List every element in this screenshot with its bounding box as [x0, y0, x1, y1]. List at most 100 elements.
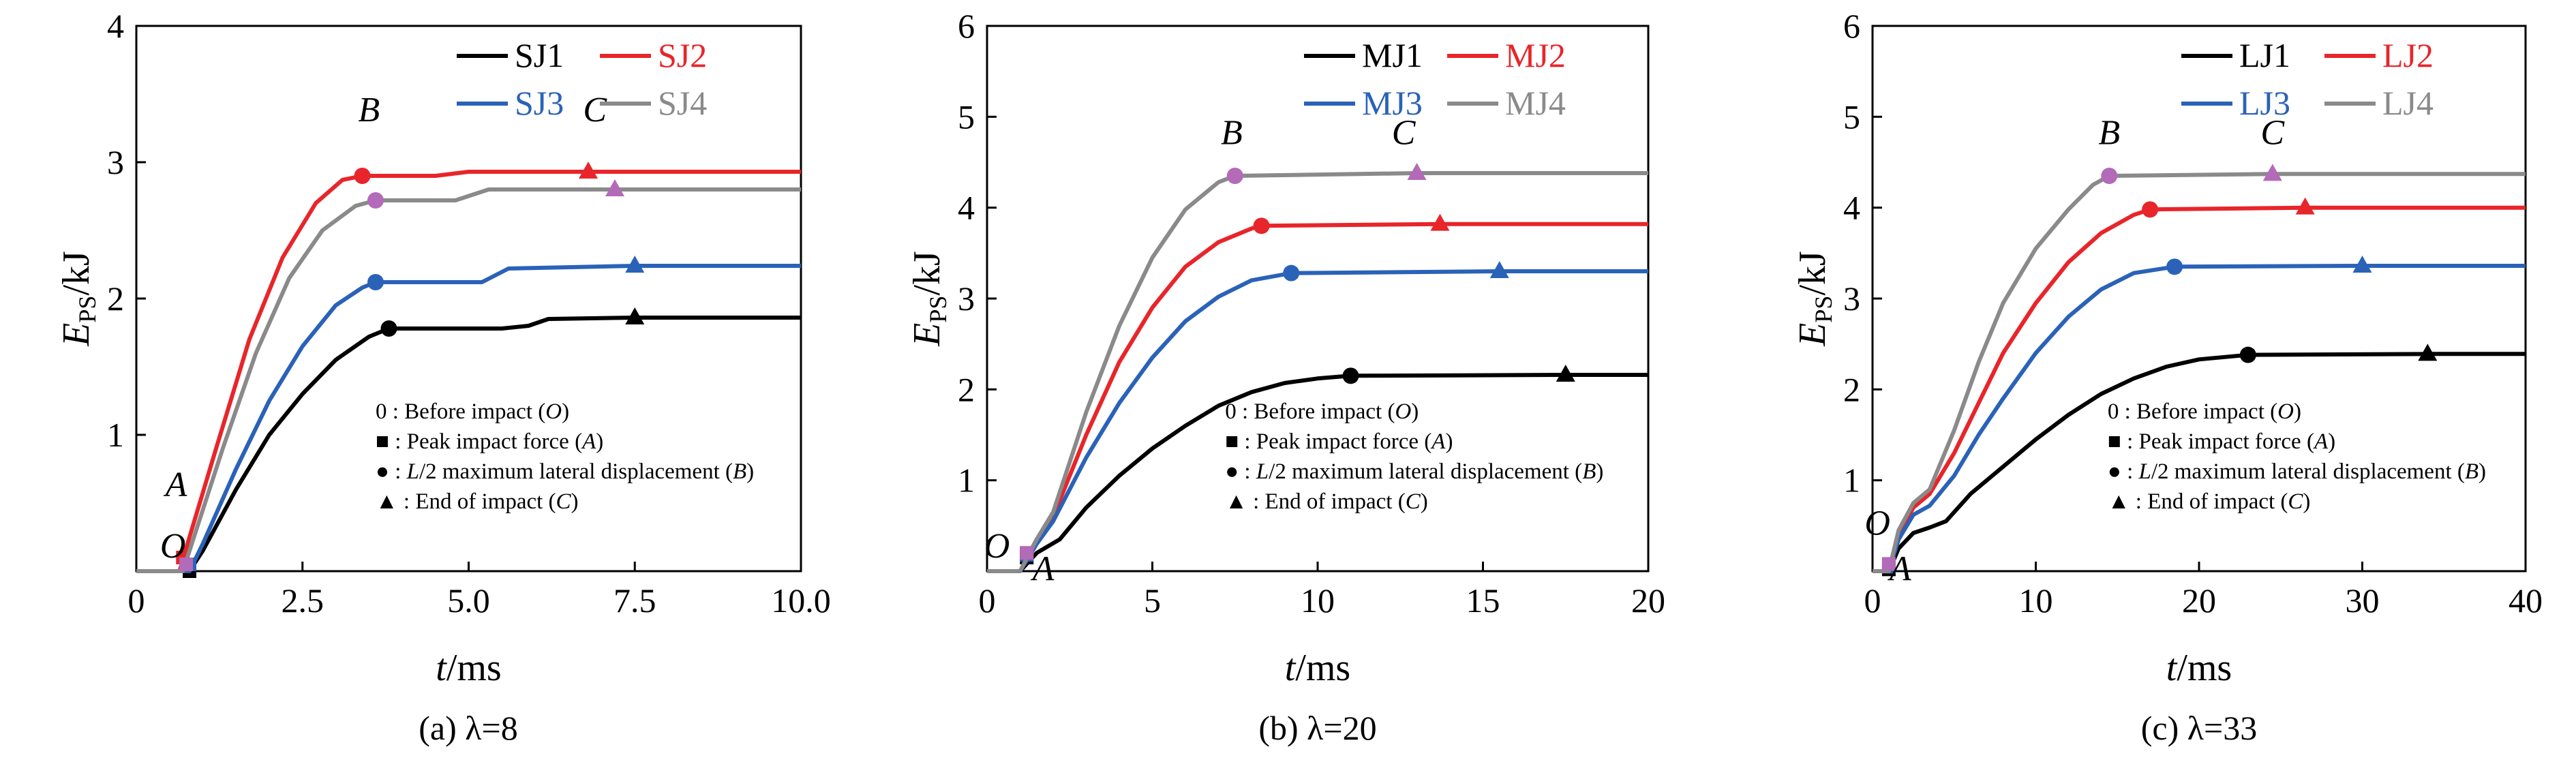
marker-c-LJ1: [2418, 344, 2438, 361]
marker-b-SJ2: [354, 168, 371, 184]
x-tick-label: 10: [2019, 581, 2053, 620]
marker-c-SJ2: [579, 162, 598, 179]
y-tick-label: 4: [1843, 189, 1860, 227]
marker-b-MJ2: [1253, 217, 1270, 234]
point-label-C: C: [2260, 113, 2285, 152]
point-label-A: A: [164, 466, 187, 504]
marker-b-MJ1: [1342, 367, 1359, 384]
marker-b-MJ3: [1283, 264, 1300, 281]
note-line: 0 : Before impact (O): [376, 399, 569, 424]
y-tick-label: 3: [958, 279, 975, 318]
point-label-O: O: [984, 527, 1010, 566]
y-tick-label: 2: [107, 279, 124, 318]
x-tick-label: 30: [2346, 581, 2380, 620]
point-label-C: C: [1392, 113, 1416, 152]
note-line: ▲ : End of impact (C): [376, 489, 579, 514]
marker-c-LJ3: [2352, 256, 2372, 273]
note-line: ● : L/2 maximum lateral displacement (B): [2108, 459, 2486, 484]
marker-c-MJ3: [1489, 261, 1509, 278]
series-line-MJ4: [987, 171, 1648, 573]
note-line: ■ : Peak impact force (A): [376, 429, 603, 454]
panel-caption: (b) λ=20: [1258, 709, 1376, 747]
x-tick-label: 10: [1301, 581, 1335, 620]
x-axis-label: t/ms: [436, 647, 501, 689]
panel-c: 0 10 20 30 40 1 2 3 4 5 6 EPS/kJ t/ms (c) λ=33 OA B C LJ1…: [1791, 7, 2543, 747]
marker-c-SJ3: [625, 256, 645, 273]
marker-c-SJ1: [625, 307, 645, 324]
note-line: 0 : Before impact (O): [2108, 399, 2301, 424]
legend-label: MJ2: [1505, 36, 1566, 74]
point-label-B: B: [2098, 113, 2120, 152]
y-tick-label: 1: [958, 461, 975, 500]
marker-c-MJ4: [1407, 163, 1427, 180]
y-tick-label: 3: [107, 143, 124, 181]
note-line: ■ : Peak impact force (A): [2108, 429, 2335, 454]
marker-peak-MJ4: [1020, 546, 1034, 560]
y-axis-label: EPS/kJ: [906, 251, 952, 347]
y-tick-label: 5: [958, 97, 975, 136]
marker-b-LJ2: [2142, 201, 2159, 218]
point-label-A: A: [1888, 549, 1911, 588]
legend-label: LJ1: [2239, 36, 2290, 74]
x-tick-label: 20: [2182, 581, 2216, 620]
series-line-MJ2: [987, 222, 1648, 573]
x-tick-label: 2.5: [282, 581, 324, 620]
series-line-LJ1: [1873, 352, 2526, 573]
legend-label: MJ3: [1362, 84, 1423, 122]
marker-b-LJ1: [2239, 346, 2256, 363]
y-tick-label: 2: [1843, 370, 1860, 408]
x-axis-label: t/ms: [2166, 647, 2232, 689]
series-line-SJ1: [136, 316, 801, 573]
y-tick-label: 6: [958, 7, 975, 45]
point-label-B: B: [358, 91, 380, 129]
legend-label: MJ1: [1362, 36, 1423, 74]
legend-label: SJ1: [515, 36, 564, 74]
x-tick-label: 10.0: [771, 581, 831, 620]
y-axis-label: EPS/kJ: [1791, 251, 1837, 347]
y-tick-label: 1: [1843, 461, 1860, 500]
note-line: 0 : Before impact (O): [1225, 399, 1419, 424]
marker-c-SJ4: [605, 179, 624, 196]
note-line: ▲ : End of impact (C): [1225, 489, 1428, 514]
y-tick-label: 2: [958, 370, 975, 408]
series-line-SJ2: [136, 170, 801, 573]
series-line-SJ3: [136, 264, 801, 573]
marker-b-SJ3: [367, 274, 384, 290]
marker-peak-LJ4: [1881, 557, 1896, 571]
marker-c-LJ4: [2262, 164, 2282, 181]
series-line-MJ1: [987, 373, 1648, 573]
y-tick-label: 6: [1843, 7, 1860, 45]
marker-peak-SJ4: [179, 558, 194, 571]
legend-label: MJ4: [1505, 84, 1566, 122]
y-tick-label: 1: [107, 416, 124, 454]
marker-b-LJ4: [2101, 168, 2118, 184]
marker-c-MJ2: [1430, 213, 1450, 231]
marker-b-SJ4: [367, 192, 384, 209]
legend-label: LJ3: [2239, 84, 2290, 122]
x-tick-label: 0: [1864, 581, 1881, 620]
marker-b-LJ3: [2166, 258, 2183, 275]
series-line-LJ3: [1873, 264, 2526, 573]
x-tick-label: 5.0: [447, 581, 490, 620]
x-tick-label: 40: [2509, 581, 2543, 620]
marker-c-MJ1: [1556, 365, 1575, 382]
x-axis-label: t/ms: [1285, 647, 1350, 689]
panel-b: 0 5 10 15 20 1 2 3 4 5 6 EPS/kJ t/ms (b) λ=20 OA B C MJ1 M…: [906, 7, 1665, 747]
point-label-A: A: [1031, 549, 1055, 588]
note-line: ▲ : End of impact (C): [2108, 489, 2311, 514]
legend-label: SJ3: [515, 84, 564, 122]
y-axis-label: EPS/kJ: [55, 251, 101, 347]
marker-b-SJ1: [380, 320, 397, 337]
y-tick-label: 4: [107, 7, 124, 45]
point-label-O: O: [1864, 504, 1890, 543]
legend-label: SJ4: [658, 84, 707, 122]
series-line-SJ4: [136, 187, 801, 573]
y-tick-label: 3: [1843, 279, 1860, 318]
x-tick-label: 15: [1466, 581, 1500, 620]
legend-label: LJ2: [2382, 36, 2434, 74]
x-tick-label: 7.5: [613, 581, 656, 620]
point-label-B: B: [1221, 113, 1243, 152]
note-line: ● : L/2 maximum lateral displacement (B): [1225, 459, 1603, 484]
